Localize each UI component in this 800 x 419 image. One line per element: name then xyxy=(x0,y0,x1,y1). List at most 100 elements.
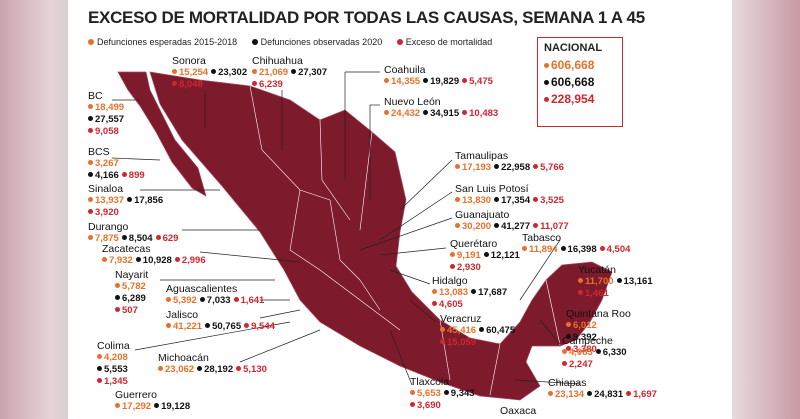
value-observed: 6,289 xyxy=(115,293,146,304)
value-observed: 23,302 xyxy=(211,67,247,78)
state-name: Aguascalientes xyxy=(166,283,238,295)
value-expected: 7,932 xyxy=(102,255,133,266)
state-name: Veracruz xyxy=(440,313,482,325)
value-row: 24,432 34,915 10,483 xyxy=(384,108,501,120)
value-row: 23,134 24,831 1,697 xyxy=(548,389,660,401)
value-excess: 9,544 xyxy=(244,321,275,332)
state-name: Guanajuato xyxy=(455,209,510,221)
value-row: 13,937 17,856 xyxy=(88,195,166,207)
value-expected: 15,254 xyxy=(172,67,208,78)
title: EXCESO DE MORTALIDAD POR TODAS LAS CAUSA… xyxy=(88,8,645,27)
state-label: Jalisco 41,221 50,765 9,544 xyxy=(166,309,278,333)
state-name: Guerrero xyxy=(115,389,158,401)
value-excess: 4,504 xyxy=(600,244,631,255)
state-label: Campeche 4,083 6,330 2,247 xyxy=(562,335,630,371)
value-row: 507 xyxy=(115,305,149,317)
value-excess: 5,475 xyxy=(462,76,493,87)
state-name: Durango xyxy=(88,221,129,233)
value-row: 11,700 13,161 xyxy=(578,276,656,288)
value-observed: 28,192 xyxy=(197,364,233,375)
value-row: 11,894 16,398 4,504 xyxy=(522,244,633,256)
value-expected: 14,355 xyxy=(384,76,420,87)
state-label: Guanajuato 30,200 41,277 11,077 xyxy=(455,209,572,233)
value-observed: 6,330 xyxy=(596,347,627,358)
value-expected: 45,416 xyxy=(440,325,476,336)
value-excess: 899 xyxy=(122,170,145,181)
legend-excess: Exceso de mortalidad xyxy=(397,37,493,47)
background-right xyxy=(730,0,800,419)
value-excess: 1,697 xyxy=(626,389,657,400)
state-name: Tamaulipas xyxy=(455,150,509,162)
state-label: Yucatán 11,700 13,161 1,461 xyxy=(578,264,656,300)
value-row: 45,416 60,475 xyxy=(440,325,518,337)
state-name: Nayarit xyxy=(115,269,149,281)
national-observed: 606,668 xyxy=(544,74,613,91)
value-excess: 8,048 xyxy=(172,79,203,90)
value-expected: 4,208 xyxy=(97,352,128,363)
value-expected: 5,392 xyxy=(166,295,197,306)
state-name: BCS xyxy=(88,146,110,158)
value-row: 7,875 8,504 629 xyxy=(88,233,181,245)
value-observed: 5,553 xyxy=(97,364,128,375)
state-name: Sonora xyxy=(172,55,206,67)
value-row: 41,221 50,765 9,544 xyxy=(166,321,278,333)
state-label: Guerrero 17,292 19,128 xyxy=(115,389,193,413)
state-label: San Luis Potosí 13,830 17,354 3,525 xyxy=(455,183,567,207)
value-observed: 22,958 xyxy=(494,162,530,173)
value-row: 7,932 10,928 2,996 xyxy=(102,255,209,267)
value-row: 21,069 27,307 xyxy=(252,67,330,79)
legend-expected: Defunciones esperadas 2015-2018 xyxy=(88,37,237,47)
value-excess: 507 xyxy=(115,305,138,316)
value-excess: 4,605 xyxy=(432,299,463,310)
legend: Defunciones esperadas 2015-2018 Defuncio… xyxy=(88,37,504,47)
state-label: Sinaloa 13,937 17,856 3,920 xyxy=(88,183,166,219)
value-observed: 50,765 xyxy=(205,321,241,332)
value-row: 15,059 xyxy=(440,337,518,349)
value-expected: 11,894 xyxy=(522,244,558,255)
state-name: San Luis Potosí xyxy=(455,183,529,195)
state-name: Sinaloa xyxy=(88,183,124,195)
state-name: Nuevo León xyxy=(384,96,441,108)
value-expected: 7,875 xyxy=(88,233,119,244)
state-label: Michoacán 23,062 28,192 5,130 xyxy=(158,352,270,376)
state-name: Yucatán xyxy=(578,264,616,276)
value-excess: 10,483 xyxy=(462,108,498,119)
value-observed: 27,307 xyxy=(291,67,327,78)
value-expected: 23,134 xyxy=(548,389,584,400)
value-row: 2,247 xyxy=(562,359,630,371)
value-row: 1,461 xyxy=(578,288,656,300)
state-name: Oaxaca xyxy=(500,405,537,417)
value-row: 3,690 xyxy=(410,400,478,412)
state-label: Hidalgo 13,083 17,687 4,605 xyxy=(432,275,510,311)
value-excess: 2,930 xyxy=(450,262,481,273)
state-label: Querétaro 9,191 12,121 2,930 xyxy=(450,238,523,274)
value-row: 9,392 xyxy=(566,332,631,344)
value-row: 1,345 xyxy=(97,376,131,388)
state-name: Michoacán xyxy=(158,352,209,364)
value-expected: 30,200 xyxy=(455,221,491,232)
value-expected: 17,292 xyxy=(115,401,151,412)
state-label: Coahuila 14,355 19,829 5,475 xyxy=(384,64,496,88)
value-excess: 15,059 xyxy=(440,337,476,348)
value-row: 14,355 19,829 5,475 xyxy=(384,76,496,88)
state-label: Veracruz 45,416 60,475 15,059 xyxy=(440,313,518,349)
value-observed: 60,475 xyxy=(479,325,515,336)
value-excess: 1,345 xyxy=(97,376,128,387)
value-excess: 6,239 xyxy=(252,79,283,90)
state-label: Chiapas 23,134 24,831 1,697 xyxy=(548,377,660,401)
state-name: Colima xyxy=(97,340,130,352)
state-label: Tlaxcola 5,653 9,343 3,690 xyxy=(410,376,478,412)
value-row: 4,166 899 xyxy=(88,170,148,182)
value-row: 4,605 xyxy=(432,299,510,311)
value-row: 18,499 xyxy=(88,102,127,114)
state-label: BC 18,499 27,557 9,058 xyxy=(88,90,127,138)
background-left xyxy=(0,0,70,419)
value-expected: 23,062 xyxy=(158,364,194,375)
value-observed: 27,557 xyxy=(88,114,124,125)
state-label: Tabasco 11,894 16,398 4,504 xyxy=(522,232,633,256)
state-label: Nayarit 5,782 6,289 507 xyxy=(115,269,149,317)
value-row: 5,553 xyxy=(97,364,131,376)
value-expected: 24,432 xyxy=(384,108,420,119)
value-observed: 12,121 xyxy=(484,250,520,261)
